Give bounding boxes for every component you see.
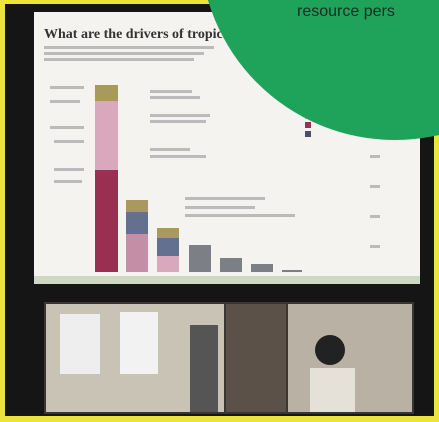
slide-title: What are the drivers of tropical c	[44, 27, 243, 42]
screenshot: What are the drivers of tropical c resou…	[0, 0, 439, 422]
window	[120, 312, 158, 374]
window	[60, 314, 100, 374]
video-bookshelf	[226, 304, 286, 412]
page: What are the drivers of tropical c resou…	[0, 0, 439, 422]
person	[310, 368, 355, 412]
overlay-caption: resource pers	[297, 3, 395, 20]
person	[315, 335, 345, 365]
person	[190, 325, 218, 412]
slide-footer	[34, 276, 420, 284]
